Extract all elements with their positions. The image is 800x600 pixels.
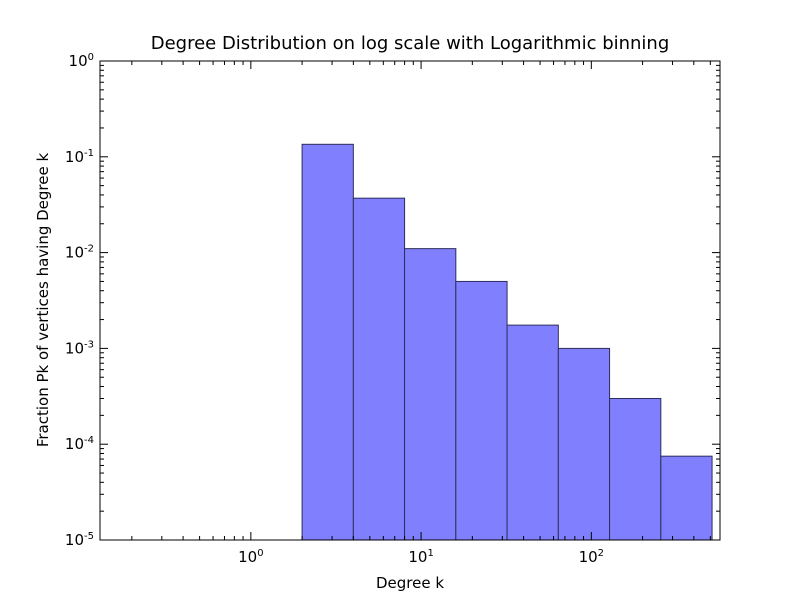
y-tick-label-0: 100: [69, 52, 94, 70]
chart-title: Degree Distribution on log scale with Lo…: [151, 33, 670, 54]
y-axis-label: Fraction Pk of vertices having Degree k: [34, 153, 52, 448]
y-axis-ticks: 100 10-1 10-2 10-3 10-4 10-5: [65, 52, 720, 549]
plot-area-frame: [99, 60, 721, 541]
y-tick-label-3: 10-3: [65, 339, 94, 357]
histogram-bar-8: [660, 455, 713, 541]
x-axis-ticks: 100 101 102: [131, 61, 711, 566]
histogram-bar-4: [455, 280, 508, 541]
histogram-bar-3: [404, 248, 457, 541]
histogram-bar-5: [506, 324, 559, 541]
histogram-bar-7: [609, 397, 662, 541]
histogram-bar-6: [557, 347, 611, 541]
x-tick-label-2: 102: [579, 548, 604, 566]
histogram-bar-1: [301, 143, 354, 541]
x-tick-label-0: 100: [238, 548, 263, 566]
x-tick-label-1: 101: [408, 548, 433, 566]
y-tick-label-1: 10-1: [65, 148, 94, 166]
y-tick-label-2: 10-2: [65, 244, 94, 262]
histogram-bar-2: [352, 197, 406, 541]
bars-group: [301, 143, 713, 541]
y-tick-label-4: 10-4: [65, 435, 94, 453]
y-tick-label-5: 10-5: [65, 531, 94, 549]
x-axis-label: Degree k: [376, 574, 444, 592]
